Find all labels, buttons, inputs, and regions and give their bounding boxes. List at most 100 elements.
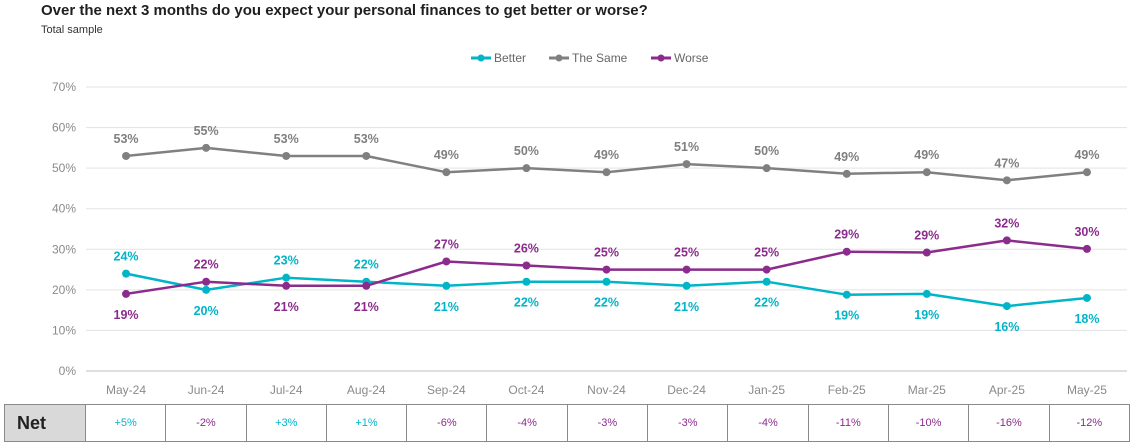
net-value: -6% (406, 404, 488, 442)
y-tick-label: 10% (52, 323, 76, 337)
data-label-same: 49% (834, 150, 859, 164)
data-label-better: 22% (594, 296, 619, 310)
data-point-same (682, 160, 691, 169)
data-label-better: 20% (194, 304, 219, 318)
data-point-better (842, 290, 851, 299)
data-point-same (442, 168, 451, 177)
data-label-same: 53% (114, 132, 139, 146)
data-label-better: 21% (674, 300, 699, 314)
legend-swatch-marker (657, 54, 665, 62)
data-label-worse: 26% (514, 242, 539, 256)
data-label-worse: 22% (194, 258, 219, 272)
y-tick-label: 60% (52, 121, 76, 135)
data-point-worse (762, 265, 771, 274)
data-point-same (522, 164, 531, 173)
y-tick-label: 20% (52, 283, 76, 297)
data-point-same (362, 151, 371, 160)
data-label-same: 50% (754, 144, 779, 158)
data-label-worse: 21% (354, 300, 379, 314)
data-label-better: 18% (1074, 312, 1099, 326)
data-label-same: 53% (354, 132, 379, 146)
y-tick-label: 0% (59, 364, 77, 378)
data-label-same: 47% (994, 156, 1019, 170)
x-tick-label: Jan-25 (748, 383, 785, 397)
data-label-same: 50% (514, 144, 539, 158)
net-value: -12% (1048, 404, 1131, 442)
data-label-better: 19% (914, 308, 939, 322)
data-label-better: 22% (514, 296, 539, 310)
data-point-same (1082, 168, 1091, 177)
data-point-worse (1082, 244, 1091, 253)
data-point-better (202, 285, 211, 294)
data-point-same (282, 151, 291, 160)
x-tick-label: Mar-25 (908, 383, 946, 397)
data-point-worse (122, 289, 131, 298)
data-label-better: 21% (434, 300, 459, 314)
x-tick-label: Oct-24 (508, 383, 544, 397)
line-chart: 0% 10% 20% 30% 40% 50% 60% 70% May-24 Jun-24 Jul-2… (52, 51, 1127, 397)
net-value: -3% (566, 404, 649, 442)
y-tick-label: 40% (52, 202, 76, 216)
x-tick-label: May-25 (1067, 383, 1107, 397)
data-point-worse (202, 277, 211, 286)
data-point-same (922, 168, 931, 177)
data-point-worse (682, 265, 691, 274)
x-tick-label: Feb-25 (828, 383, 866, 397)
data-point-same (762, 164, 771, 173)
data-label-worse: 25% (594, 246, 619, 260)
data-point-better (922, 289, 931, 298)
data-label-same: 49% (1074, 148, 1099, 162)
data-label-same: 49% (914, 148, 939, 162)
data-label-better: 23% (274, 254, 299, 268)
data-point-better (1002, 302, 1011, 311)
data-point-worse (362, 281, 371, 290)
net-value: -16% (968, 404, 1050, 442)
data-label-better: 16% (994, 320, 1019, 334)
data-label-better: 24% (114, 250, 139, 264)
y-tick-label: 30% (52, 242, 76, 256)
data-point-worse (1002, 236, 1011, 245)
net-value: -3% (647, 404, 729, 442)
data-point-worse (842, 247, 851, 256)
data-point-worse (442, 257, 451, 266)
y-tick-label: 50% (52, 161, 76, 175)
data-point-better (522, 277, 531, 286)
y-tick-label: 70% (52, 80, 76, 94)
net-value: -4% (486, 404, 568, 442)
data-point-better (122, 269, 131, 278)
x-tick-label: May-24 (106, 383, 146, 397)
data-label-same: 51% (674, 140, 699, 154)
data-label-better: 22% (754, 296, 779, 310)
net-label: Net (4, 404, 86, 442)
data-label-better: 19% (834, 309, 859, 323)
data-label-worse: 19% (114, 308, 139, 322)
data-label-worse: 29% (834, 228, 859, 242)
data-point-better (282, 273, 291, 282)
data-point-worse (282, 281, 291, 290)
x-tick-label: Apr-25 (989, 383, 1025, 397)
net-value: -10% (887, 404, 970, 442)
data-label-better: 22% (354, 258, 379, 272)
data-point-same (1002, 176, 1011, 185)
chart-title: Over the next 3 months do you expect you… (41, 2, 648, 19)
data-point-same (202, 143, 211, 152)
data-point-better (442, 281, 451, 290)
data-point-same (842, 169, 851, 178)
data-point-better (1082, 293, 1091, 302)
legend-label: Better (494, 51, 526, 65)
data-label-worse: 25% (754, 246, 779, 260)
x-tick-label: Jun-24 (188, 383, 225, 397)
data-point-worse (602, 265, 611, 274)
x-tick-label: Jul-24 (270, 383, 303, 397)
x-tick-label: Dec-24 (667, 383, 706, 397)
data-label-same: 49% (434, 148, 459, 162)
legend-swatch-marker (477, 54, 485, 62)
data-point-same (602, 168, 611, 177)
data-point-better (762, 277, 771, 286)
data-label-worse: 32% (994, 216, 1019, 230)
x-tick-label: Sep-24 (427, 383, 466, 397)
x-tick-label: Aug-24 (347, 383, 386, 397)
data-label-worse: 21% (274, 300, 299, 314)
data-point-better (682, 281, 691, 290)
net-value: -2% (165, 404, 247, 442)
